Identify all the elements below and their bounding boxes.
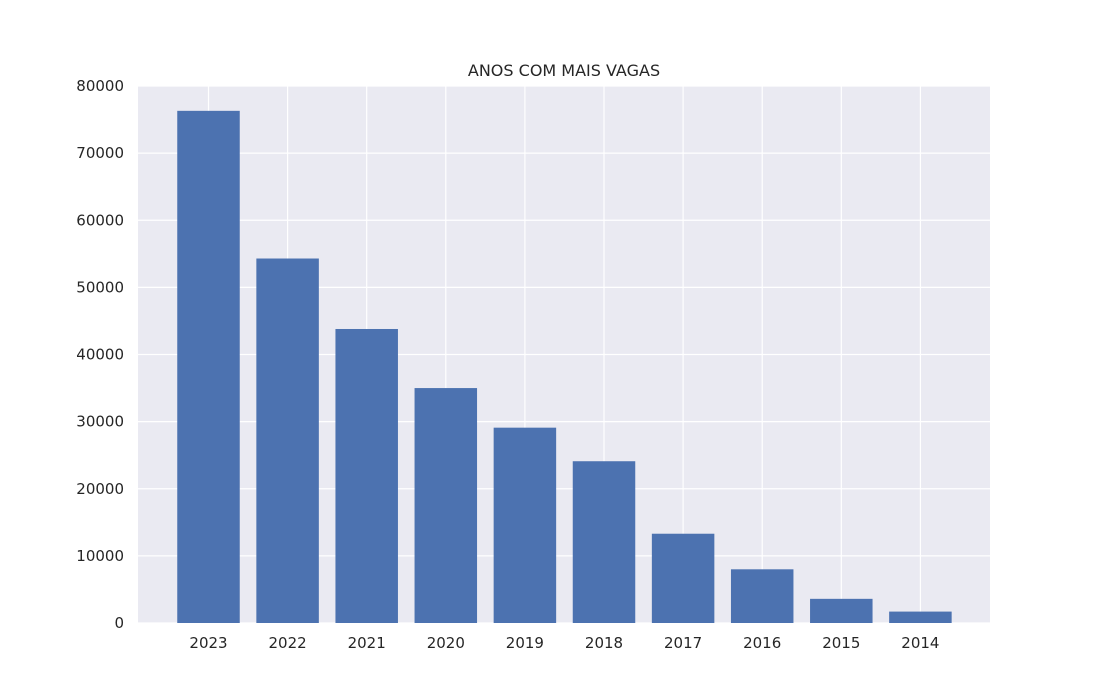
- bar-2014: [889, 611, 952, 623]
- x-tick-label: 2015: [822, 634, 860, 652]
- bar-2020: [414, 388, 478, 623]
- bar-2019: [493, 427, 557, 623]
- bar-2015: [810, 598, 873, 623]
- y-tick-label: 60000: [76, 211, 124, 229]
- y-axis-ticks: 0 10000 20000 30000 40000 50000 60000 70000 8000…: [76, 77, 124, 632]
- x-tick-label: 2016: [743, 634, 781, 652]
- bars: [177, 110, 952, 624]
- x-tick-label: 2022: [269, 634, 307, 652]
- y-tick-label: 80000: [76, 77, 124, 95]
- bar-2023: [177, 110, 240, 624]
- x-tick-label: 2014: [901, 634, 939, 652]
- bar-2016: [730, 569, 794, 623]
- x-tick-label: 2021: [348, 634, 386, 652]
- x-tick-label: 2017: [664, 634, 702, 652]
- y-tick-label: 70000: [76, 144, 124, 162]
- y-tick-label: 50000: [76, 278, 124, 296]
- x-axis-ticks: 2023 2022 2021 2020 2019 2018 2017 2016 2015 2014: [189, 634, 939, 652]
- y-tick-label: 40000: [76, 346, 124, 364]
- bar-2021: [335, 328, 398, 623]
- x-tick-label: 2020: [427, 634, 465, 652]
- bar-2018: [572, 461, 636, 623]
- chart-title: ANOS COM MAIS VAGAS: [468, 61, 660, 80]
- y-tick-label: 20000: [76, 480, 124, 498]
- x-tick-label: 2023: [189, 634, 227, 652]
- x-tick-label: 2019: [506, 634, 544, 652]
- x-tick-label: 2018: [585, 634, 623, 652]
- y-tick-label: 10000: [76, 547, 124, 565]
- bar-2017: [651, 533, 715, 623]
- y-tick-label: 0: [114, 614, 124, 632]
- y-tick-label: 30000: [76, 413, 124, 431]
- bar-2022: [256, 258, 319, 623]
